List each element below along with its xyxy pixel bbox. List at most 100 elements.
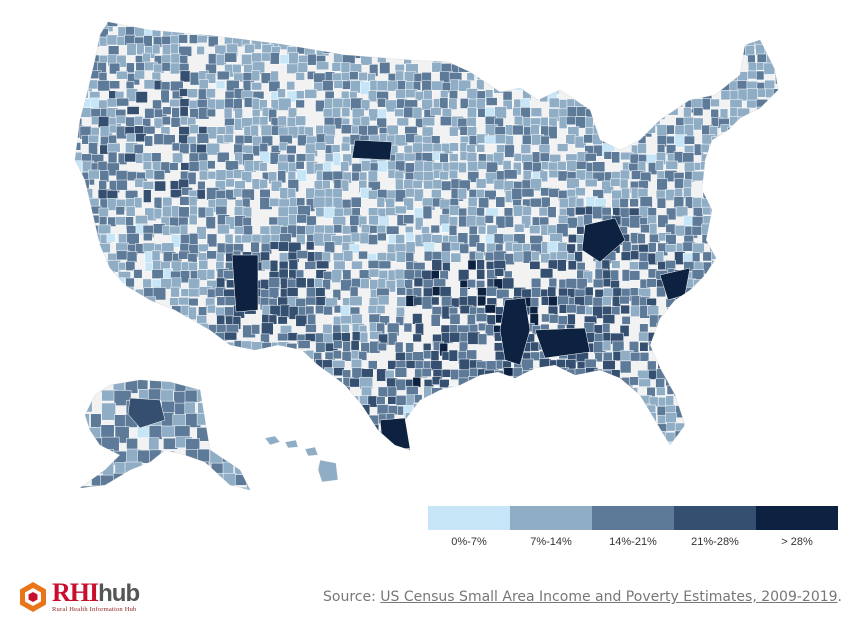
county-cell (504, 451, 513, 461)
county-cell (466, 431, 477, 444)
county-cell (116, 54, 127, 68)
county-cell (774, 98, 778, 109)
high-poverty-cluster (351, 139, 393, 161)
county-cell (684, 314, 696, 325)
county-cell (442, 459, 454, 468)
county-cell (782, 109, 793, 118)
county-cell (137, 485, 152, 490)
county-cell (81, 460, 94, 471)
county-cell (97, 270, 111, 283)
county-cell (484, 403, 497, 413)
county-cell (548, 368, 563, 379)
county-cell (513, 376, 525, 389)
county-cell (774, 161, 778, 175)
county-cell (116, 297, 129, 308)
county-cell (756, 243, 766, 256)
county-cell (172, 414, 187, 427)
county-cell (126, 106, 140, 115)
county-cell (247, 424, 250, 436)
county-cell (152, 287, 167, 301)
county-cell (278, 422, 292, 433)
county-cell (75, 286, 81, 298)
county-cell (782, 173, 794, 183)
county-cell (710, 441, 720, 450)
county-cell (738, 34, 753, 44)
county-cell (745, 124, 756, 137)
county-cell (691, 53, 702, 68)
county-cell (540, 387, 551, 396)
county-cell (620, 22, 631, 28)
county-cell (765, 396, 777, 408)
county-cell (493, 405, 505, 417)
county-cell (206, 403, 220, 413)
county-cell (702, 413, 712, 427)
county-cell (432, 286, 441, 296)
legend: 0%-7% 7%-14% 14%-21% 21%-28% > 28% (428, 506, 838, 548)
county-cell (746, 377, 758, 386)
county-cell (772, 289, 778, 301)
county-cell (262, 451, 274, 462)
county-cell (775, 340, 778, 354)
county-cell (594, 430, 606, 445)
county-cell (568, 404, 578, 417)
county-cell (604, 431, 618, 445)
county-cell (341, 351, 353, 362)
county-cell (304, 25, 316, 35)
county-cell (756, 342, 770, 352)
county-cell (746, 234, 758, 246)
county-cell (700, 403, 710, 413)
county-cell (502, 394, 512, 404)
county-cell (106, 359, 118, 369)
rhihub-logo[interactable]: RHIhub Rural Health Information Hub (16, 580, 140, 614)
county-cell (295, 90, 305, 100)
county-cell (148, 425, 163, 440)
county-cell (691, 98, 704, 110)
county-cell (728, 441, 737, 450)
county-cell (736, 135, 747, 148)
county-cell (81, 214, 90, 225)
county-cell (566, 207, 576, 217)
county-cell (71, 450, 82, 459)
source-link[interactable]: US Census Small Area Income and Poverty … (380, 589, 838, 605)
county-cell (116, 323, 128, 336)
legend-swatch (428, 506, 510, 530)
county-cell (782, 161, 795, 170)
county-cell (738, 161, 747, 176)
county-cell (567, 441, 578, 450)
county-cell (783, 342, 794, 350)
county-cell (324, 376, 335, 386)
county-cell (215, 430, 224, 443)
county-cell (711, 136, 724, 150)
county-cell (296, 34, 307, 45)
county-cell (377, 44, 389, 57)
county-cell (701, 71, 710, 83)
county-cell (75, 360, 80, 373)
county-cell (395, 178, 404, 191)
legend-swatch (756, 506, 838, 530)
legend-label: 7%-14% (530, 536, 572, 548)
county-cell (747, 22, 759, 30)
county-cell (107, 315, 119, 326)
county-cell (775, 430, 778, 444)
county-cell (712, 178, 726, 192)
county-cell (656, 71, 670, 83)
legend-swatch (674, 506, 756, 530)
county-cell (774, 251, 778, 263)
county-cell (619, 360, 632, 374)
county-cell (80, 295, 95, 306)
county-cell (484, 22, 496, 30)
county-cell (647, 360, 657, 371)
county-cell (125, 206, 136, 217)
county-cell (710, 298, 723, 309)
county-cell (782, 260, 793, 268)
county-cell (467, 376, 480, 385)
county-cell (475, 313, 488, 322)
county-cell (610, 61, 622, 72)
county-cell (306, 368, 315, 378)
county-cell (439, 171, 449, 181)
county-cell (574, 54, 584, 64)
county-cell (160, 81, 171, 91)
county-cell (502, 99, 513, 110)
county-cell (367, 26, 379, 40)
county-cell (720, 396, 732, 411)
